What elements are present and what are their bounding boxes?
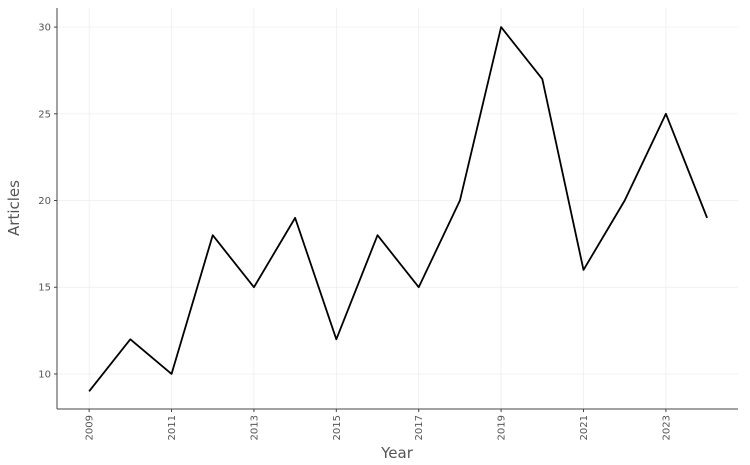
line [88, 26, 708, 392]
y-tick-label: 25 [38, 109, 51, 120]
y-tick-label: 10 [38, 369, 51, 380]
x-tick-label: 2017 [414, 415, 425, 440]
y-tick-label: 30 [38, 23, 51, 34]
x-tick-label: 2019 [497, 415, 508, 440]
x-tick-label: 2011 [167, 415, 178, 440]
x-tick-label: 2015 [332, 415, 343, 440]
x-axis-title: Year [380, 444, 414, 462]
x-tick-label: 2023 [661, 415, 672, 440]
x-tick-label: 2013 [249, 415, 260, 440]
y-tick-label: 15 [38, 283, 51, 294]
x-tick-label: 2009 [85, 415, 96, 440]
x-tick-label: 2021 [579, 415, 590, 440]
y-tick-label: 20 [38, 196, 51, 207]
y-axis-title: Articles [5, 180, 23, 236]
